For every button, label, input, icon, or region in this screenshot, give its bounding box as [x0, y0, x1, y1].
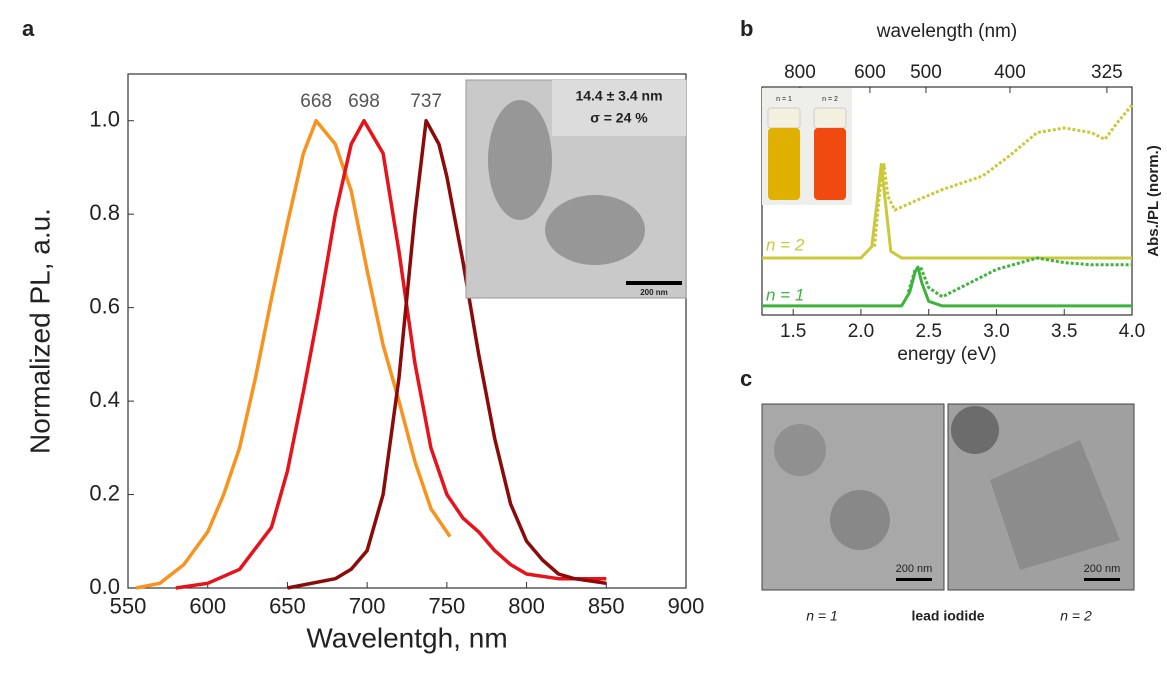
inset-text: 14.4 ± 3.4 nm [575, 88, 662, 104]
platelet [774, 424, 826, 476]
caption: n = 2 [1060, 608, 1092, 624]
x-axis-label: energy (eV) [897, 344, 996, 365]
particle-cluster [488, 100, 552, 220]
vial-label: n = 2 [822, 96, 838, 103]
vial [814, 128, 846, 200]
scale-text: 200 nm [896, 563, 933, 575]
x2-tick-label: 800 [784, 62, 816, 83]
x-tick-label: 600 [189, 594, 226, 619]
series-line [175, 118, 607, 590]
y-tick-label: 0.0 [89, 574, 120, 599]
caption: lead iodide [911, 608, 984, 624]
x-tick-label: 2.0 [848, 321, 874, 342]
x-tick-label: 4.0 [1119, 321, 1145, 342]
x-tick-label: 900 [668, 594, 705, 619]
peak-label: 698 [348, 91, 380, 112]
series-line [906, 256, 1132, 299]
platelet [951, 406, 999, 454]
panel-label: a [22, 16, 35, 41]
x-tick-label: 700 [349, 594, 386, 619]
scale-bar [896, 578, 932, 581]
scale-text: 200 nm [640, 288, 668, 297]
x-tick-label: 550 [110, 594, 147, 619]
panel-c: 200 nm 200 nm n = 1 lead iodide n = 2 [761, 403, 1135, 624]
vial-inset: n = 1 n = 2 [762, 88, 852, 205]
x-tick-label: 800 [508, 594, 545, 619]
x2-tick-label: 500 [910, 62, 942, 83]
annotation: n = 2 [766, 235, 805, 254]
y-tick-label: 0.8 [89, 200, 120, 225]
y-tick-label: 0.2 [89, 480, 120, 505]
series-line [287, 118, 607, 590]
chart-b: 1.5 2.0 2.5 3.0 3.5 4.0 800 600 500 400 325 energy … [761, 21, 1162, 365]
x-axis-label: Wavelentgh, nm [306, 623, 507, 654]
particle-cluster [545, 195, 645, 265]
y-axis-label: Normalized PL, a.u. [24, 208, 55, 454]
vial-label: n = 1 [776, 96, 792, 103]
y-tick-label: 0.4 [89, 387, 120, 412]
vial-cap [813, 107, 847, 129]
x-tick-label: 2.5 [915, 321, 941, 342]
x-tick-label: 650 [269, 594, 306, 619]
x2-tick-label: 400 [994, 62, 1026, 83]
x-tick-label: 750 [428, 594, 465, 619]
x-tick-label: 1.5 [780, 321, 806, 342]
inset-text: σ = 24 % [590, 110, 648, 126]
panel-label: b [740, 16, 753, 41]
x-tick-label: 850 [588, 594, 625, 619]
scale-bar [626, 281, 682, 285]
x2-axis-label: wavelength (nm) [876, 21, 1017, 42]
label-box [552, 80, 686, 136]
y-tick-label: 0.6 [89, 293, 120, 318]
series-line [762, 163, 1132, 260]
platelet [830, 490, 890, 550]
tem-inset: 14.4 ± 3.4 nm σ = 24 % 200 nm [465, 79, 687, 299]
series-line [873, 104, 1134, 247]
platelet [990, 440, 1120, 570]
vial-cap [767, 107, 801, 129]
x2-tick-label: 600 [854, 62, 886, 83]
plot-frame [127, 73, 687, 589]
x-tick-label: 3.0 [983, 321, 1009, 342]
x-tick-label: 3.5 [1051, 321, 1077, 342]
panel-label: c [740, 366, 752, 391]
vial [768, 128, 800, 200]
scale-bar [1084, 578, 1120, 581]
y-axis-label: Abs./PL (norm.) [1145, 145, 1162, 256]
series-line [135, 118, 452, 590]
annotation: n = 1 [766, 285, 804, 304]
peak-label: 668 [300, 91, 332, 112]
scale-text: 200 nm [1084, 563, 1121, 575]
chart-a: 550 600 650 700 750 800 850 900 0.0 0.2 0.4 0.6 0.8 1… [24, 73, 705, 654]
series-line [762, 265, 1132, 308]
x2-tick-label: 325 [1091, 62, 1123, 83]
peak-label: 737 [410, 91, 442, 112]
caption: n = 1 [806, 608, 838, 624]
y-tick-label: 1.0 [89, 107, 120, 132]
